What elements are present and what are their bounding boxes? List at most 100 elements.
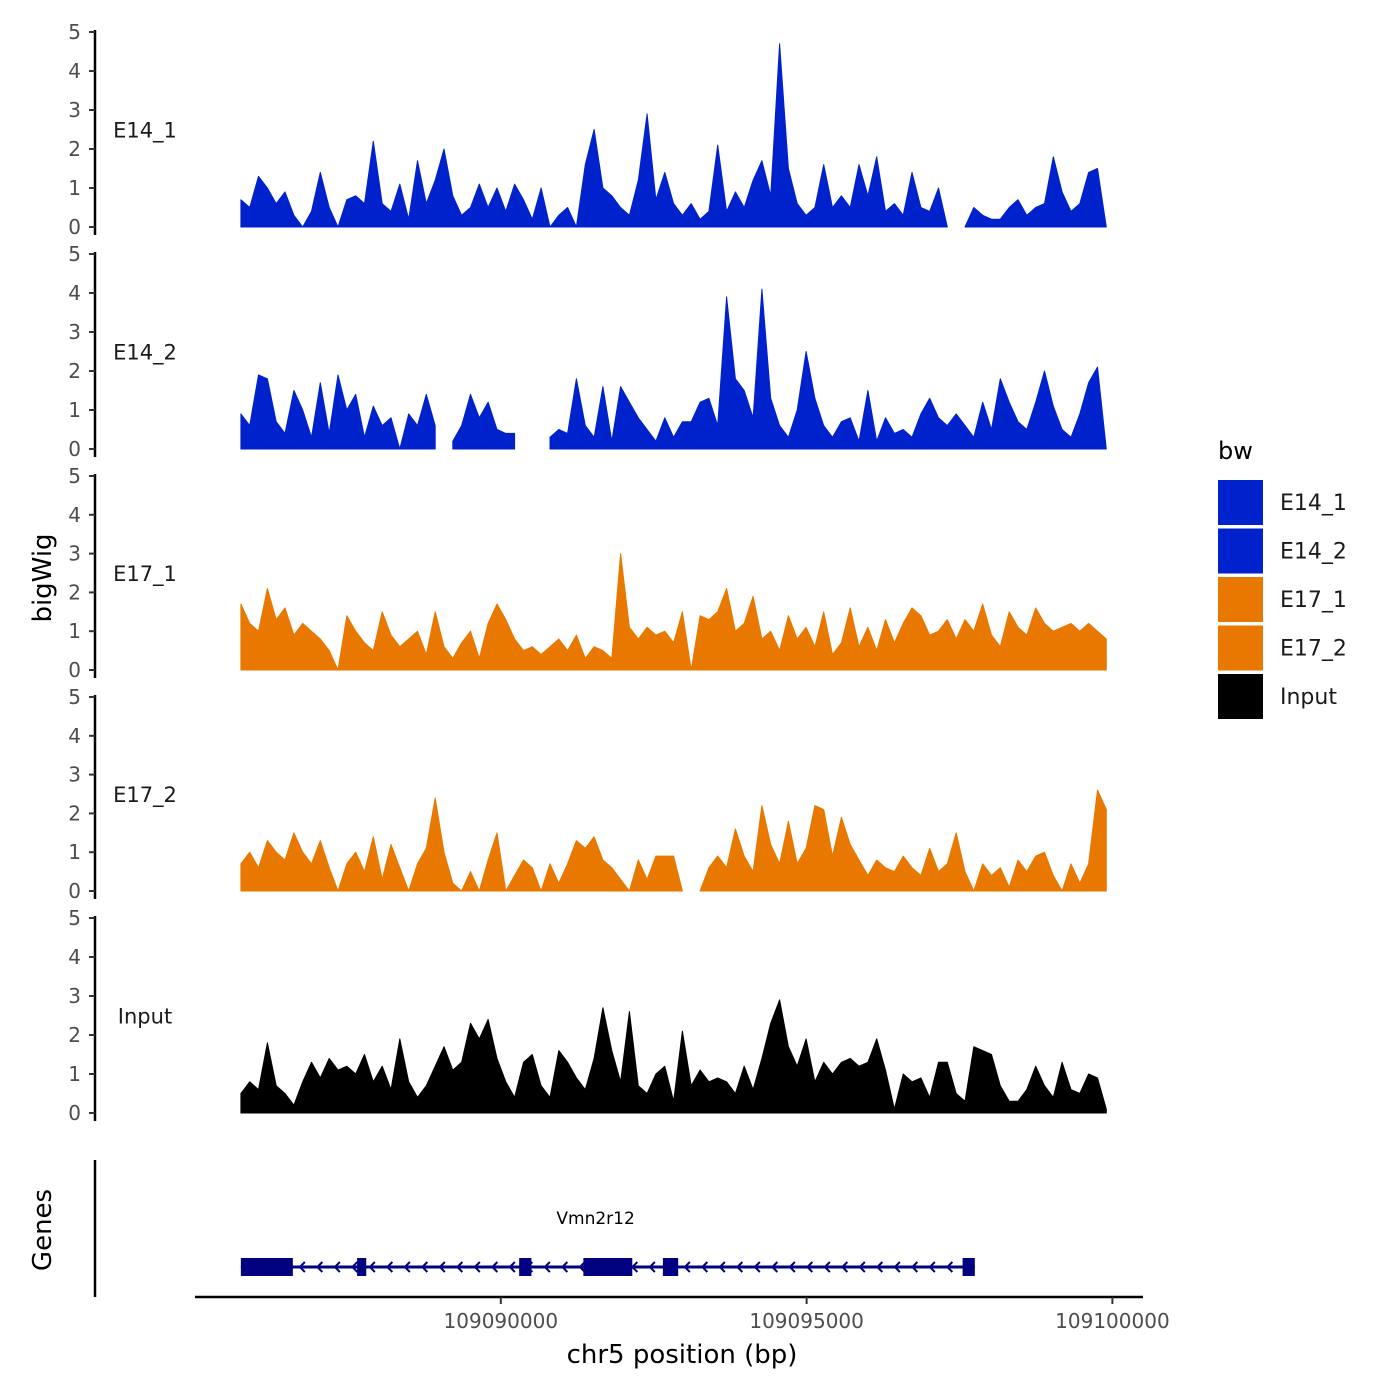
x-tick-label: 109090000 xyxy=(444,1309,559,1333)
strand-arrow xyxy=(315,1261,324,1273)
strand-arrow xyxy=(298,1261,306,1273)
coverage-area-E17_2 xyxy=(240,797,683,892)
legend-label: E14_1 xyxy=(1280,491,1347,516)
legend-swatch-E17_2 xyxy=(1218,625,1263,671)
track-label: E14_1 xyxy=(113,119,177,144)
y-tick-label: 0 xyxy=(68,658,81,682)
y-tick-label: 1 xyxy=(68,398,81,422)
coverage-area-E14_1 xyxy=(240,43,948,228)
legend: bw E14_1 E14_2 E17_1 E17_2 Input xyxy=(1218,437,1347,719)
y-tick-label: 3 xyxy=(68,98,81,122)
y-tick-label: 3 xyxy=(68,763,81,787)
track-E14_2: 0 1 2 3 4 5 E14_2 xyxy=(68,242,1107,461)
gene-exon xyxy=(240,1258,293,1276)
gene-exon xyxy=(583,1258,633,1276)
y-tick-label: 1 xyxy=(68,1062,81,1086)
coverage-area-E14_1 xyxy=(964,156,1107,228)
gene-exon xyxy=(662,1258,679,1276)
y-axis-title: bigWig xyxy=(28,533,58,622)
gene-exon xyxy=(357,1258,367,1276)
gene-label: Vmn2r12 xyxy=(556,1209,634,1229)
legend-swatch-E17_1 xyxy=(1218,577,1263,622)
track-label: E17_2 xyxy=(113,783,177,808)
y-tick-label: 2 xyxy=(68,580,81,604)
y-tick-label: 4 xyxy=(68,281,81,305)
strand-arrow xyxy=(840,1261,849,1273)
strand-arrow xyxy=(403,1261,411,1273)
strand-arrow xyxy=(630,1261,639,1273)
strand-arrow xyxy=(735,1261,744,1273)
gene-exon xyxy=(962,1258,975,1276)
strand-arrow xyxy=(385,1261,394,1273)
track-Input: 0 1 2 3 4 5 Input xyxy=(68,906,1107,1125)
strand-arrow xyxy=(700,1261,709,1273)
gene-exon xyxy=(519,1258,532,1276)
y-tick-label: 2 xyxy=(68,137,81,161)
track-label: E14_2 xyxy=(113,341,177,366)
y-tick-label: 2 xyxy=(68,1023,81,1047)
strand-arrow xyxy=(543,1261,551,1273)
y-tick-label: 5 xyxy=(68,906,81,930)
strand-arrow xyxy=(683,1261,691,1273)
y-tick-label: 1 xyxy=(68,840,81,864)
strand-arrow xyxy=(490,1261,499,1273)
y-tick-label: 5 xyxy=(68,464,81,488)
strand-arrow xyxy=(508,1261,516,1273)
y-tick-label: 1 xyxy=(68,176,81,200)
strand-arrow xyxy=(893,1261,901,1273)
strand-arrow xyxy=(420,1261,429,1273)
x-axis: 109090000 109095000 109100000 xyxy=(195,1295,1170,1333)
y-tick-label: 5 xyxy=(68,242,81,266)
track-E14_1: 0 1 2 3 4 5 E14_1 xyxy=(68,20,1107,239)
track-label: Input xyxy=(118,1005,172,1029)
y-tick-label: 4 xyxy=(68,724,81,748)
y-tick-label: 3 xyxy=(68,542,81,566)
y-tick-label: 1 xyxy=(68,619,81,643)
strand-arrow xyxy=(823,1261,831,1273)
legend-label: E17_2 xyxy=(1280,637,1347,662)
y-tick-label: 0 xyxy=(68,879,81,903)
strand-arrow xyxy=(875,1261,884,1273)
x-axis-title: chr5 position (bp) xyxy=(567,1340,798,1370)
legend-label: E14_2 xyxy=(1280,540,1347,565)
y-tick-label: 2 xyxy=(68,801,81,825)
y-tick-label: 3 xyxy=(68,320,81,344)
legend-title: bw xyxy=(1218,437,1253,465)
y-tick-label: 5 xyxy=(68,20,81,44)
strand-arrow xyxy=(473,1261,481,1273)
x-tick-label: 109100000 xyxy=(1055,1309,1170,1333)
track-E17_2: 0 1 2 3 4 5 E17_2 xyxy=(68,685,1107,903)
strand-arrow xyxy=(648,1261,656,1273)
y-tick-label: 4 xyxy=(68,503,81,527)
strand-arrow xyxy=(805,1261,814,1273)
strand-arrow xyxy=(350,1261,359,1273)
legend-label: Input xyxy=(1280,685,1337,710)
strand-arrow xyxy=(858,1261,866,1273)
coverage-area-E17_2 xyxy=(699,789,1107,892)
genes-axis-title: Genes xyxy=(28,1189,58,1271)
coverage-area-E14_2 xyxy=(452,393,516,450)
y-tick-label: 0 xyxy=(68,215,81,239)
y-tick-label: 4 xyxy=(68,945,81,969)
y-tick-label: 2 xyxy=(68,359,81,383)
strand-arrow xyxy=(770,1261,779,1273)
strand-arrow xyxy=(455,1261,464,1273)
strand-arrow xyxy=(753,1261,761,1273)
y-tick-label: 0 xyxy=(68,1101,81,1125)
coverage-area-E14_2 xyxy=(240,374,436,450)
legend-label: E17_1 xyxy=(1280,588,1347,613)
legend-swatch-E14_1 xyxy=(1218,480,1263,525)
strand-arrow xyxy=(578,1261,586,1273)
track-label: E17_1 xyxy=(113,562,177,587)
strand-arrow xyxy=(928,1261,936,1273)
strand-arrow xyxy=(788,1261,796,1273)
strand-arrow xyxy=(718,1261,726,1273)
coverage-area-Input xyxy=(240,999,1107,1114)
y-tick-label: 5 xyxy=(68,685,81,709)
strand-arrow xyxy=(560,1261,569,1273)
legend-swatch-E14_2 xyxy=(1218,528,1263,574)
genes-panel: Vmn2r12 xyxy=(93,1160,975,1297)
strand-arrow xyxy=(910,1261,919,1273)
x-tick-label: 109095000 xyxy=(749,1309,864,1333)
